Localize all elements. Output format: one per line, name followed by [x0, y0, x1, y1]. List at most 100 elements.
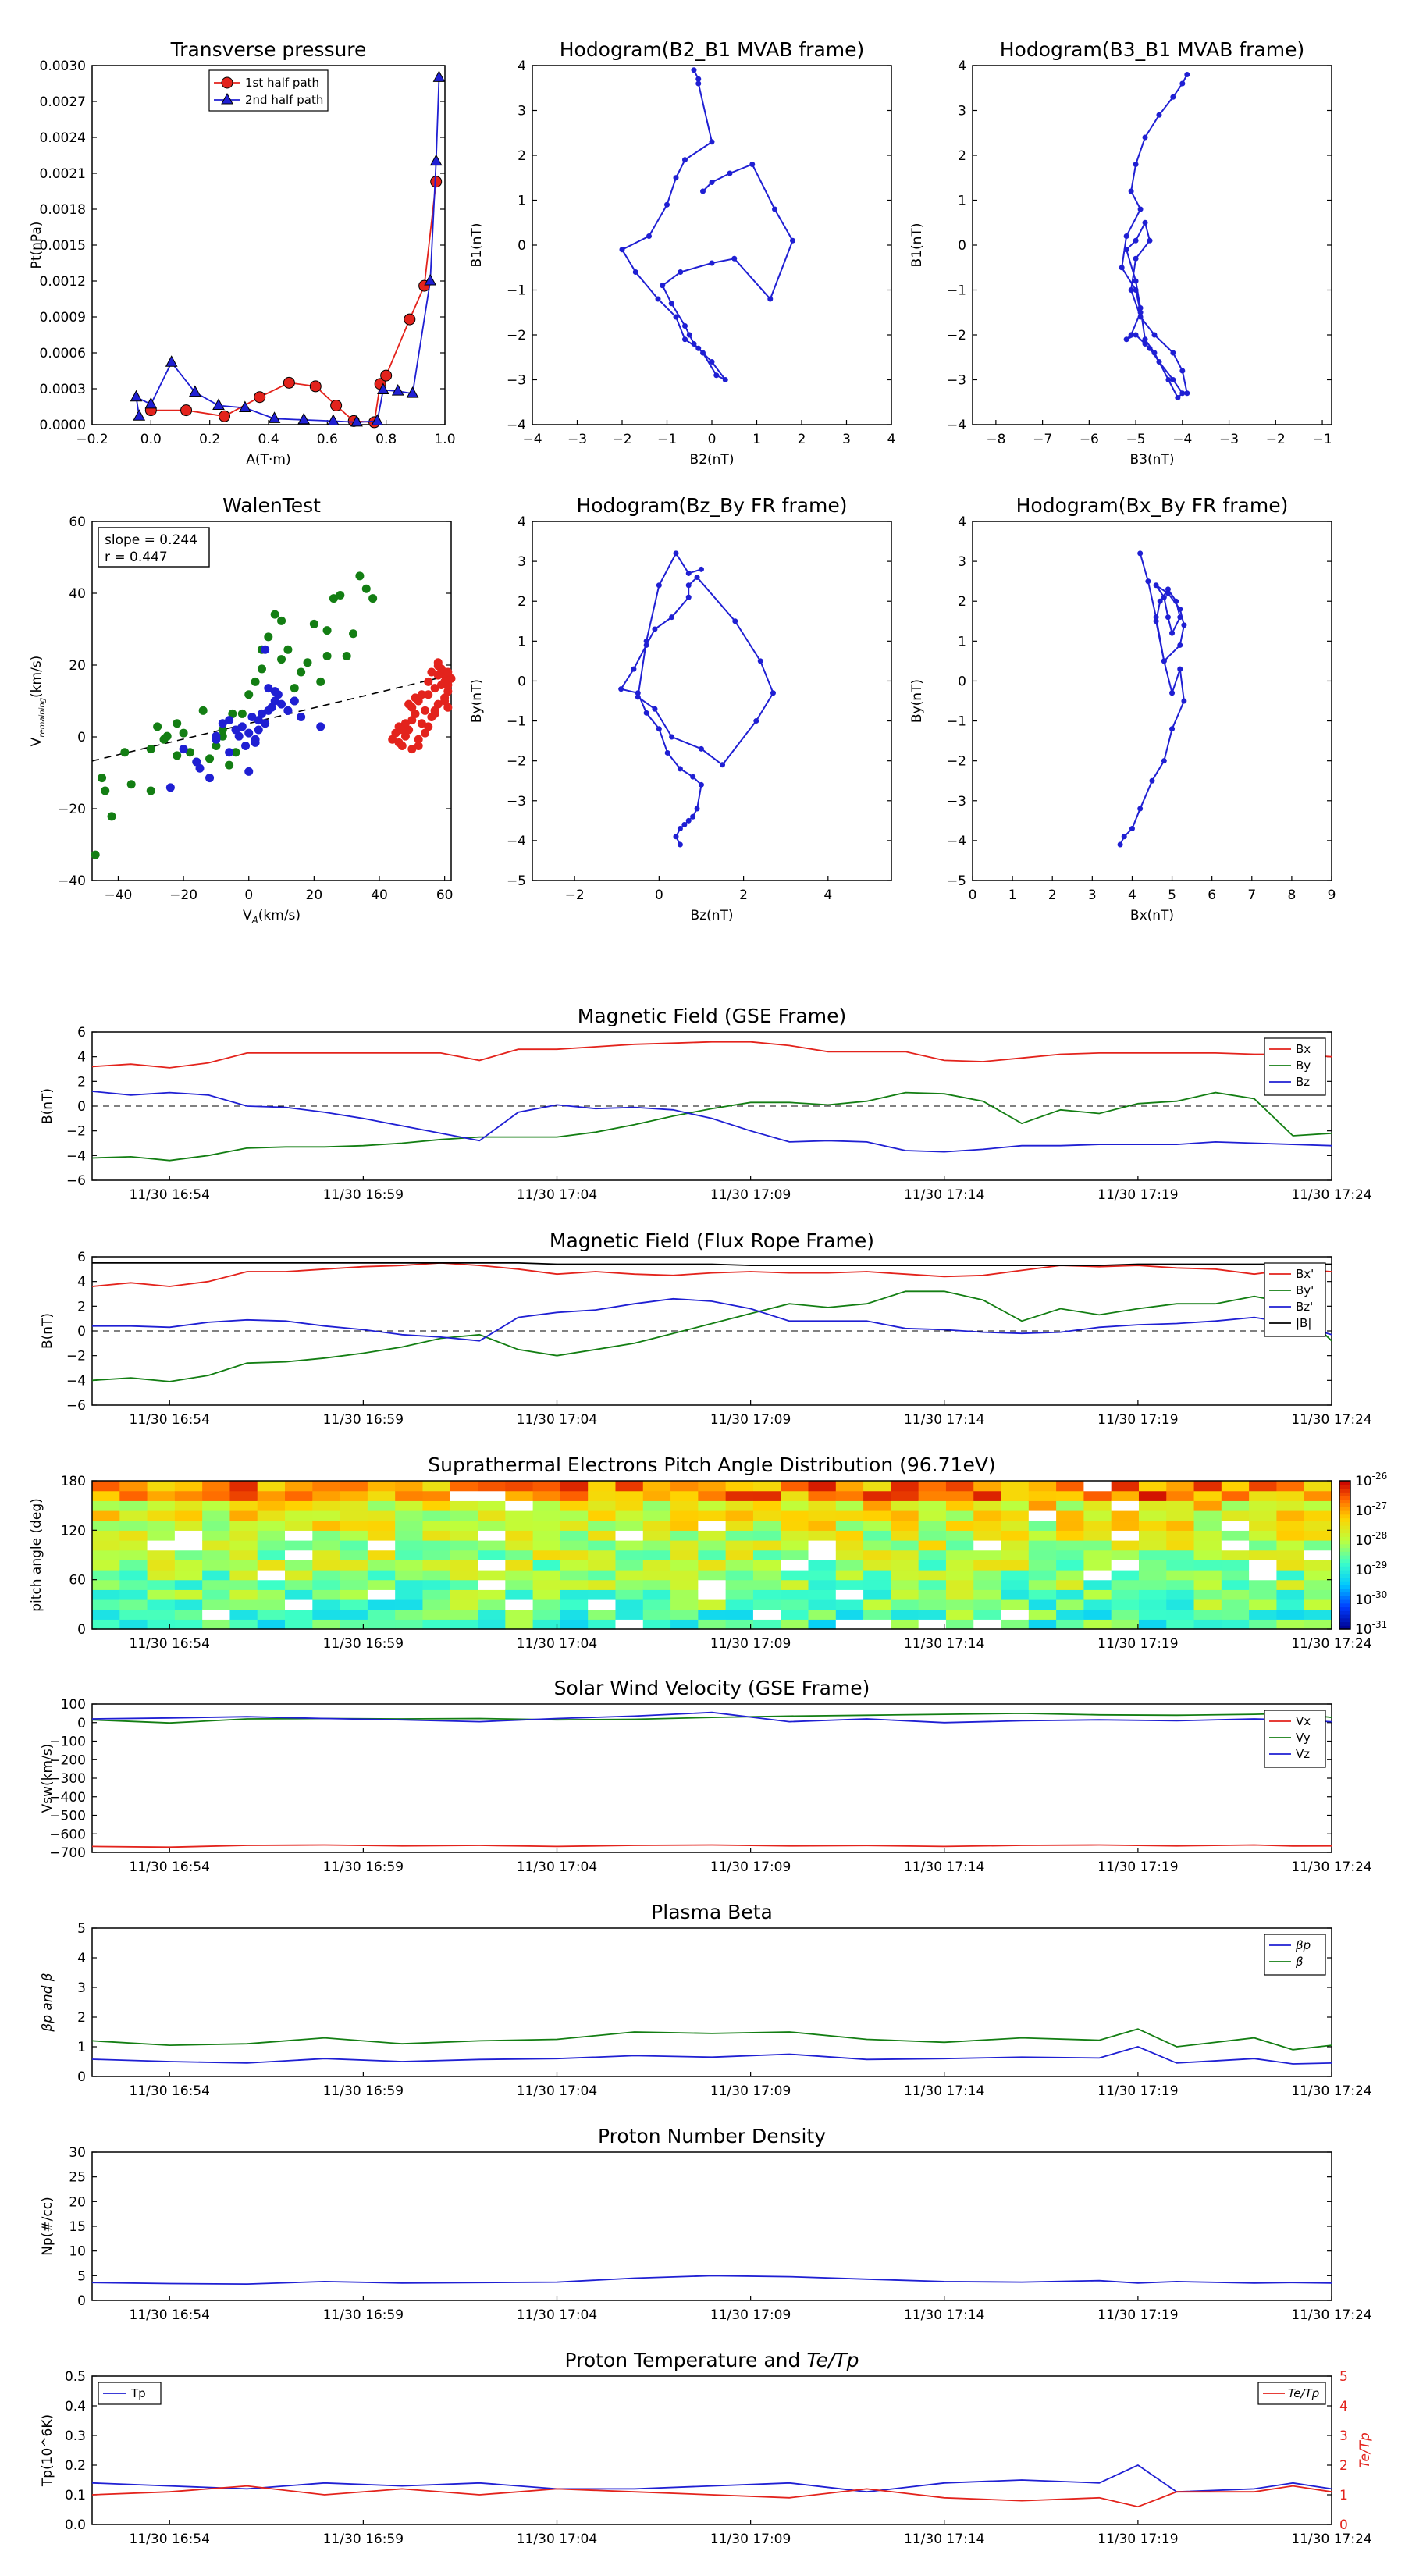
heatmap-cell — [642, 1609, 671, 1620]
colorbar-segment — [1339, 1621, 1350, 1626]
scatter-point — [237, 722, 247, 731]
heatmap-cell — [560, 1520, 589, 1531]
heatmap-cell — [835, 1510, 864, 1521]
heatmap-cell — [1166, 1570, 1195, 1581]
scatter-point — [241, 742, 251, 750]
heatmap-cell — [973, 1500, 1002, 1511]
heatmap-cell — [119, 1530, 148, 1541]
scatter-point — [388, 735, 397, 744]
x-tick-label: 11/30 16:54 — [130, 2307, 210, 2323]
chart-title-text: Proton Temperature and — [565, 2349, 807, 2371]
heatmap-cell — [642, 1570, 671, 1581]
heatmap-cell — [450, 1540, 478, 1551]
heatmap-cell — [1193, 1570, 1222, 1581]
heatmap-cell — [781, 1520, 809, 1531]
series-point — [691, 341, 697, 347]
heatmap-cell — [1249, 1500, 1278, 1511]
y-axis-label: Tp(10^6K) — [40, 2414, 55, 2487]
heatmap-cell — [835, 1530, 864, 1541]
y-tick-label: −5 — [507, 873, 526, 889]
chart-h4: Hodogram(Bx_By FR frame) −5 −4 −3 −2 −1 0 1 2 3 4 0… — [909, 494, 1336, 923]
y-tick-label: 0 — [77, 730, 86, 745]
heatmap-cell — [863, 1540, 891, 1551]
x-tick-label: 11/30 17:09 — [710, 1636, 791, 1652]
heatmap-cell — [450, 1560, 478, 1571]
heatmap-cell — [891, 1560, 919, 1571]
heatmap-cell — [340, 1530, 368, 1541]
heatmap-cell — [1276, 1490, 1305, 1501]
heatmap-cell — [835, 1589, 864, 1600]
y-tick-label: 1 — [958, 634, 966, 649]
series-point — [673, 175, 679, 181]
heatmap-cell — [450, 1481, 478, 1492]
heatmap-cell — [1221, 1609, 1250, 1620]
heatmap-cell — [973, 1570, 1002, 1581]
chart-title: Transverse pressure — [170, 38, 367, 61]
heatmap-cell — [1221, 1550, 1250, 1560]
heatmap-cell — [450, 1500, 478, 1511]
heatmap-cell — [422, 1500, 451, 1511]
series-point — [1121, 834, 1127, 840]
series-point — [380, 369, 393, 382]
heatmap-cell — [1221, 1589, 1250, 1600]
heatmap-cell — [1028, 1579, 1057, 1590]
heatmap-cell — [119, 1570, 148, 1581]
y-tick-label: 3 — [958, 104, 966, 119]
series-point — [1165, 377, 1172, 382]
scatter-point — [342, 652, 351, 660]
heatmap-cell — [725, 1589, 754, 1600]
x-tick-label: −2 — [612, 432, 631, 447]
series-point — [656, 582, 662, 589]
heatmap-cell — [1138, 1589, 1167, 1600]
heatmap-cell — [285, 1570, 313, 1581]
heatmap-cell — [422, 1570, 451, 1581]
y-tick-label: 0 — [77, 2293, 86, 2309]
heatmap-cell — [174, 1510, 203, 1521]
y-axis-label: Pt(nPa) — [29, 222, 44, 269]
heatmap-cell — [781, 1570, 809, 1581]
y-tick-label: 0 — [77, 2069, 86, 2085]
heatmap-cell — [395, 1589, 424, 1600]
heatmap-cell — [119, 1609, 148, 1620]
heatmap-cell — [257, 1589, 286, 1600]
series-point — [690, 813, 696, 820]
heatmap-cell — [1001, 1550, 1030, 1560]
heatmap-cell — [1028, 1599, 1057, 1610]
y-tick-label: 4 — [518, 514, 526, 530]
heatmap-cell — [973, 1510, 1002, 1521]
y-tick-label: 3 — [518, 104, 526, 119]
x-tick-label: 1.0 — [434, 432, 455, 447]
heatmap-cell — [863, 1550, 891, 1560]
chart-title: Proton Temperature and Te/Tp — [565, 2349, 859, 2371]
series-point — [371, 414, 384, 425]
heatmap-cell — [863, 1579, 891, 1590]
x-tick-label: 0.4 — [258, 432, 279, 447]
heatmap-cell — [395, 1530, 424, 1541]
heatmap-cell — [450, 1589, 478, 1600]
series-point — [377, 382, 389, 395]
heatmap-cell — [615, 1589, 644, 1600]
heatmap-cell — [257, 1579, 286, 1590]
heatmap-cell — [752, 1570, 781, 1581]
heatmap-cell — [395, 1540, 424, 1551]
heatmap-cell — [1276, 1520, 1305, 1531]
heatmap-cell — [147, 1530, 176, 1541]
heatmap-cell — [725, 1490, 754, 1501]
heatmap-cell — [92, 1530, 120, 1541]
heatmap-cell — [505, 1570, 534, 1581]
y-axis-label: By(nT) — [469, 679, 485, 723]
heatmap-cell — [1028, 1510, 1057, 1521]
heatmap-cell — [505, 1490, 534, 1501]
y-axis-label: Vremaining(km/s) — [29, 656, 47, 747]
heatmap-cell — [1056, 1540, 1084, 1551]
heatmap-cell — [147, 1510, 176, 1521]
y-axis-label: B1(nT) — [469, 223, 485, 268]
heatmap-cell — [312, 1520, 341, 1531]
heatmap-cell — [1193, 1560, 1222, 1571]
heatmap-cell — [670, 1481, 699, 1492]
heatmap-cell — [615, 1619, 644, 1630]
x-tick-label: 2 — [739, 888, 748, 903]
scatter-point — [297, 667, 306, 677]
legend-label: βp — [1295, 1938, 1311, 1952]
colorbar-segment — [1339, 1558, 1350, 1564]
